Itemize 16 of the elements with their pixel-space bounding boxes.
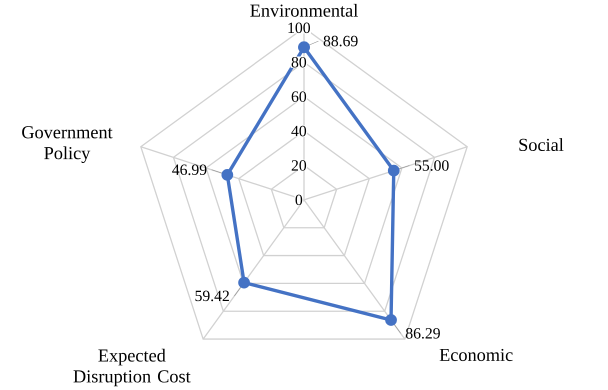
data-label: 55.00: [414, 160, 449, 171]
y-tick-label: 0: [296, 194, 302, 206]
data-label: 88.69: [324, 36, 358, 46]
spoke-label: Economic: [440, 348, 513, 362]
spoke-label: Government Policy: [22, 126, 113, 163]
y-tick-label: 100: [288, 22, 310, 34]
spoke-label: Environmental: [250, 4, 358, 17]
y-tick-label: 20: [292, 160, 306, 171]
spoke-label: Expected Disruption Cost: [74, 348, 191, 386]
y-tick-label: 80: [292, 56, 306, 68]
data-label: 46.99: [172, 164, 206, 176]
data-label: 59.42: [195, 290, 229, 302]
spoke-label: Social: [519, 138, 564, 151]
y-tick-label: 40: [291, 126, 306, 136]
y-tick-label: 60: [292, 91, 306, 102]
data-label: 86.29: [406, 328, 440, 339]
